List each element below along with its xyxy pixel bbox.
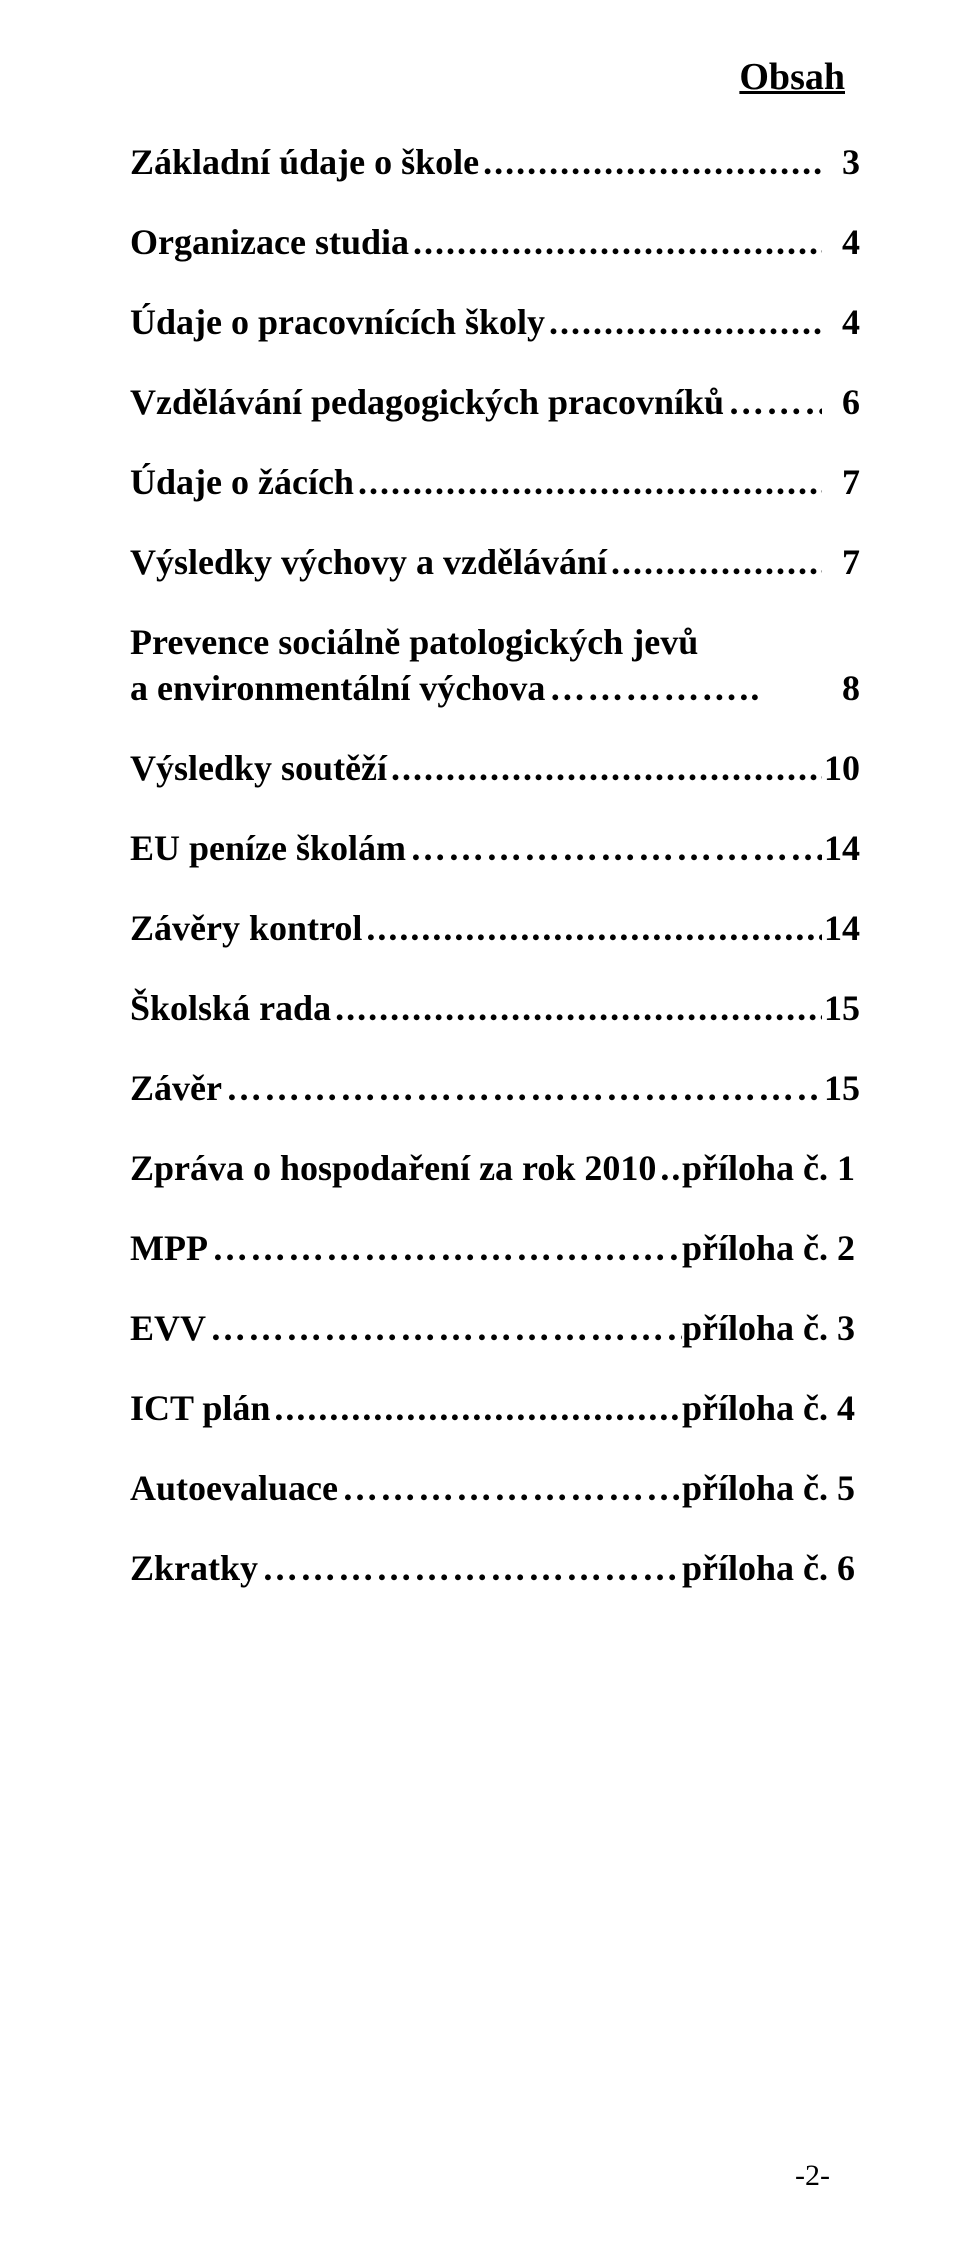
toc-label: Výsledky soutěží [130, 747, 387, 789]
toc-entry: Závěry kontrol..........................… [130, 907, 860, 949]
toc-entry: EU peníze školám………………………………………………………… 1… [130, 827, 860, 869]
toc-page-number: 14 [822, 827, 860, 869]
toc-entry: Údaje o pracovnících školy..............… [130, 301, 860, 343]
toc-page-number: 15 [822, 1067, 860, 1109]
toc-leader: ........................................… [607, 541, 822, 583]
toc-page-number: příloha č. 5 [682, 1467, 860, 1509]
toc-page-number: příloha č. 6 [682, 1547, 860, 1589]
toc-page-number: příloha č. 1 [682, 1147, 860, 1189]
toc-label: Údaje o žácích [130, 461, 354, 503]
toc-leader: ………………………………………………………… [406, 827, 822, 869]
toc-page-number: 7 [822, 541, 860, 583]
toc-label: Vzdělávání pedagogických pracovníků [130, 381, 724, 423]
toc-entry: Organizace studia.......................… [130, 221, 860, 263]
toc-leader: ........................................… [387, 747, 822, 789]
toc-leader: …………………………………………………….. [258, 1547, 682, 1589]
toc-leader: ………………………………………………………… [208, 1227, 682, 1269]
table-of-contents: Základní údaje o škole..................… [130, 141, 860, 1589]
toc-page-number: 3 [822, 141, 860, 183]
toc-leader: ………………………………………………………… [724, 381, 822, 423]
toc-entry: Závěr………………………………………………...... 15 [130, 1067, 860, 1109]
toc-label: Zkratky [130, 1547, 258, 1589]
toc-page-number: příloha č. 2 [682, 1227, 860, 1269]
toc-label: Organizace studia [130, 221, 409, 263]
toc-leader: …………….. [545, 667, 822, 709]
toc-entry: Zpráva o hospodaření za rok 2010...... p… [130, 1147, 860, 1189]
toc-entry: Zkratky…………………………………………………….. příloha č.… [130, 1547, 860, 1589]
toc-label: Závěr [130, 1067, 222, 1109]
toc-leader: ……………………………………………. [338, 1467, 682, 1509]
toc-leader: ........................................… [270, 1387, 682, 1429]
toc-entry: ICT plán................................… [130, 1387, 860, 1429]
page-title: Obsah [739, 56, 845, 98]
toc-entry-line1: Prevence sociálně patologických jevů [130, 621, 860, 663]
toc-label: Prevence sociálně patologických jevů [130, 622, 698, 662]
toc-leader: ........................................… [545, 301, 822, 343]
toc-leader: ........................................… [479, 141, 822, 183]
toc-label-cont: a environmentální výchova [130, 667, 545, 709]
toc-entry: Autoevaluace……………………………………………. příloha č… [130, 1467, 860, 1509]
toc-leader: ………………………………………………………… [206, 1307, 682, 1349]
toc-leader: ........................................… [362, 907, 822, 949]
toc-label: EVV [130, 1307, 206, 1349]
toc-label: Zpráva o hospodaření za rok 2010 [130, 1147, 656, 1189]
toc-label: Výsledky výchovy a vzdělávání [130, 541, 607, 583]
toc-page-number: příloha č. 4 [682, 1387, 860, 1429]
toc-label: Závěry kontrol [130, 907, 362, 949]
toc-label: MPP [130, 1227, 208, 1269]
toc-entry: Výsledky soutěží........................… [130, 747, 860, 789]
toc-entry: EVV………………………………………………………… příloha č. 3 [130, 1307, 860, 1349]
toc-leader: ........................................… [409, 221, 822, 263]
toc-entry: MPP………………………………………………………… příloha č. 2 [130, 1227, 860, 1269]
toc-page-number: 15 [822, 987, 860, 1029]
toc-page-number: 4 [822, 221, 860, 263]
toc-leader: ………………………………………………...... [222, 1067, 822, 1109]
toc-entry: Základní údaje o škole..................… [130, 141, 860, 183]
toc-page-number: 4 [822, 301, 860, 343]
toc-entry: Vzdělávání pedagogických pracovníků……………… [130, 381, 860, 423]
toc-label: Základní údaje o škole [130, 141, 479, 183]
toc-entry: Výsledky výchovy a vzdělávání...........… [130, 541, 860, 583]
toc-page-number: 8 [822, 667, 860, 709]
page-number-footer: -2- [795, 2159, 830, 2193]
toc-leader: ........................................… [354, 461, 822, 503]
toc-page-number: 10 [822, 747, 860, 789]
title-row: Obsah [130, 55, 845, 99]
toc-label: Údaje o pracovnících školy [130, 301, 545, 343]
toc-entry-line2: a environmentální výchova …………….. 8 [130, 667, 860, 709]
toc-label: EU peníze školám [130, 827, 406, 869]
toc-page-number: 14 [822, 907, 860, 949]
toc-page-number: 7 [822, 461, 860, 503]
toc-entry: Prevence sociálně patologických jevů a en… [130, 621, 860, 709]
toc-leader: ...... [656, 1147, 682, 1189]
document-page: Obsah Základní údaje o škole............… [0, 0, 960, 2265]
toc-entry: Školská rada............................… [130, 987, 860, 1029]
toc-label: ICT plán [130, 1387, 270, 1429]
toc-leader: ........................................… [331, 987, 822, 1029]
toc-page-number: 6 [822, 381, 860, 423]
toc-label: Školská rada [130, 987, 331, 1029]
toc-page-number: příloha č. 3 [682, 1307, 860, 1349]
toc-label: Autoevaluace [130, 1467, 338, 1509]
toc-entry: Údaje o žácích..........................… [130, 461, 860, 503]
